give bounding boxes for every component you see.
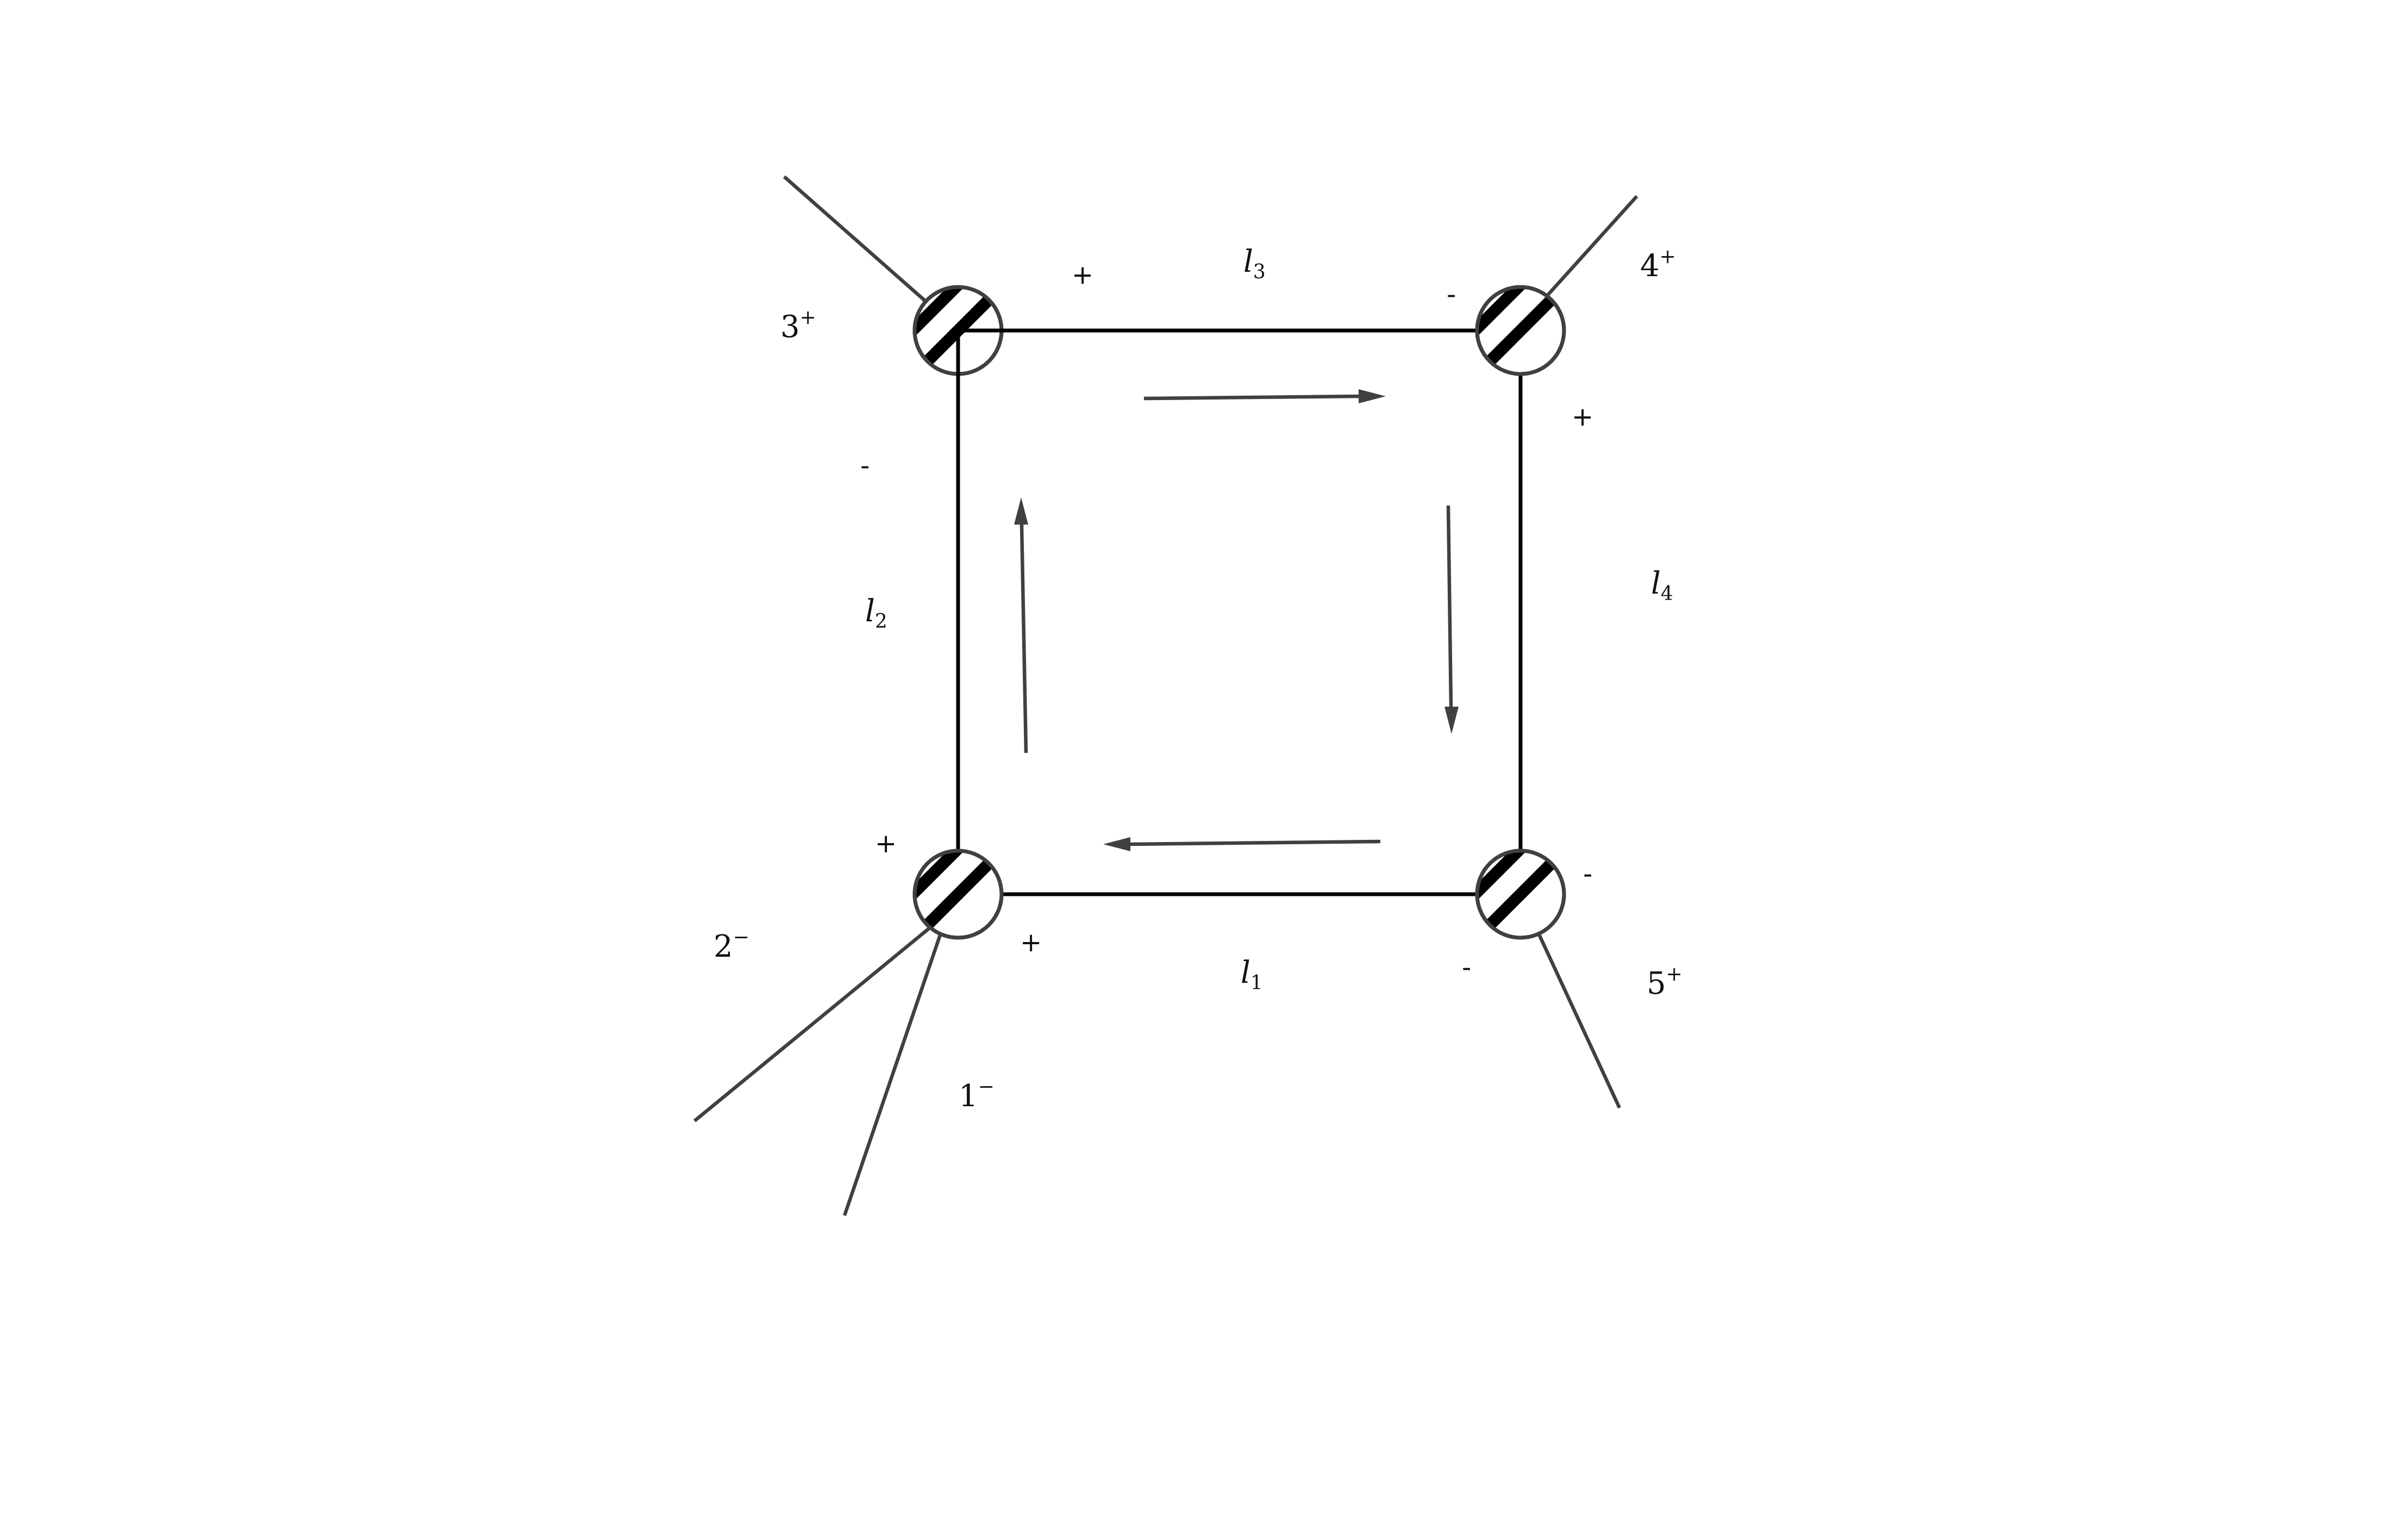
vertex-bottom-left [912,849,1004,940]
vertex-bottom-right [1475,849,1566,940]
flow-arrow-left [1014,497,1028,753]
loop-label-l4: l4 [1651,566,1673,605]
flow-arrow-bottom [1103,837,1381,851]
helicity-top-left-right: + [1072,260,1093,290]
flow-arrow-top [1143,389,1386,403]
helicity-bottom-left-above: + [875,828,897,859]
external-label-4: 4+ [1640,246,1676,284]
loop-label-l2: l2 [865,594,887,633]
external-line-1 [842,907,952,1217]
external-label-2: 2− [714,926,749,964]
loop-label-l3: l3 [1243,244,1266,283]
external-label-3: 3+ [780,307,816,345]
loop-label-l1: l1 [1241,955,1263,994]
external-line-2 [693,923,935,1123]
helicity-bottom-right-left: - [1462,952,1471,983]
external-label-5: 5+ [1647,963,1683,1001]
external-label-1: 1− [959,1076,995,1114]
helicity-bottom-right-right: - [1583,859,1592,889]
helicity-bottom-left-right: + [1020,927,1042,958]
helicity-top-left-below: - [860,451,870,481]
flow-arrow-right [1444,505,1459,734]
vertex-top-right [1475,285,1566,376]
helicity-top-right-left: - [1447,279,1456,310]
vertex-top-left [912,285,1004,376]
helicity-top-right-below: + [1572,402,1593,432]
